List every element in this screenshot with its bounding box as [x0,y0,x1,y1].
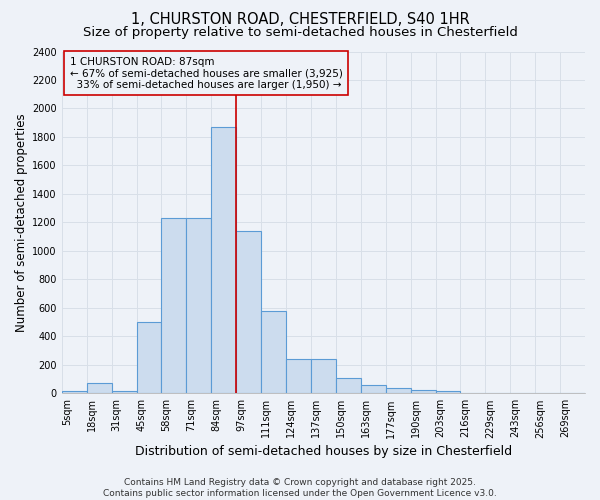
Bar [560,392,585,394]
Text: Contains HM Land Registry data © Crown copyright and database right 2025.
Contai: Contains HM Land Registry data © Crown c… [103,478,497,498]
Bar [86,382,112,394]
Bar [261,312,286,394]
Bar [62,391,86,394]
Bar [286,359,311,394]
Bar [137,322,161,394]
X-axis label: Distribution of semi-detached houses by size in Chesterfield: Distribution of semi-detached houses by … [135,444,512,458]
Bar [336,378,361,394]
Bar [161,218,187,394]
Bar [410,390,436,394]
Bar [112,391,137,394]
Y-axis label: Number of semi-detached properties: Number of semi-detached properties [15,113,28,332]
Bar [485,392,510,394]
Text: 1 CHURSTON ROAD: 87sqm
← 67% of semi-detached houses are smaller (3,925)
  33% o: 1 CHURSTON ROAD: 87sqm ← 67% of semi-det… [70,56,343,90]
Bar [386,388,410,394]
Text: Size of property relative to semi-detached houses in Chesterfield: Size of property relative to semi-detach… [83,26,517,39]
Bar [236,231,261,394]
Bar [460,392,485,394]
Bar [535,392,560,394]
Text: 1, CHURSTON ROAD, CHESTERFIELD, S40 1HR: 1, CHURSTON ROAD, CHESTERFIELD, S40 1HR [131,12,469,28]
Bar [436,391,460,394]
Bar [311,359,336,394]
Bar [187,218,211,394]
Bar [361,385,386,394]
Bar [211,127,236,394]
Bar [510,392,535,394]
